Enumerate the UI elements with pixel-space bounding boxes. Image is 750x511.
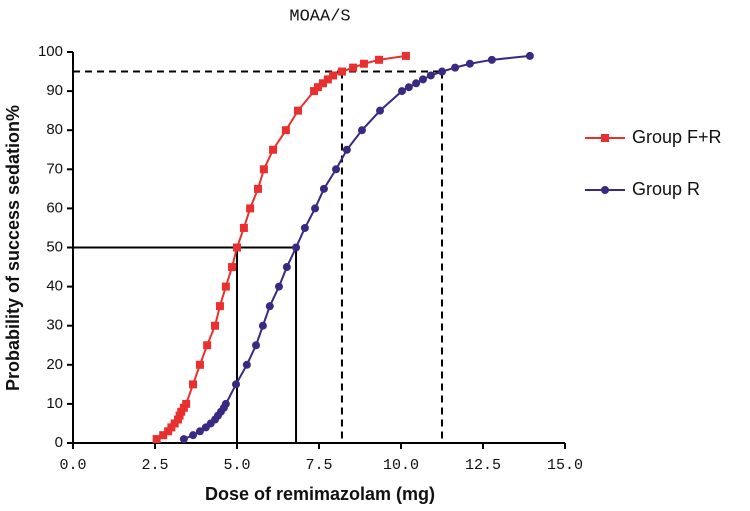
x-tick-label: 0.0 bbox=[59, 457, 86, 474]
marker bbox=[438, 67, 446, 76]
marker bbox=[189, 380, 198, 389]
y-tick-label: 40 bbox=[46, 278, 63, 295]
marker bbox=[426, 71, 435, 80]
marker bbox=[152, 435, 161, 444]
y-tick-label: 100 bbox=[38, 43, 63, 60]
marker bbox=[159, 431, 168, 440]
legend-label: Group F+R bbox=[632, 127, 722, 147]
marker bbox=[195, 427, 204, 436]
marker bbox=[228, 263, 237, 272]
marker bbox=[269, 145, 278, 154]
marker bbox=[359, 59, 368, 68]
marker bbox=[274, 282, 283, 291]
marker bbox=[221, 282, 230, 291]
marker bbox=[292, 243, 301, 252]
y-tick-label: 30 bbox=[46, 317, 63, 334]
marker bbox=[349, 63, 358, 72]
marker bbox=[332, 165, 341, 174]
y-tick-label: 20 bbox=[46, 356, 63, 373]
x-tick-label: 12.5 bbox=[465, 457, 501, 474]
marker bbox=[215, 302, 224, 311]
marker bbox=[418, 75, 427, 84]
marker bbox=[375, 55, 384, 64]
marker bbox=[397, 87, 406, 96]
marker bbox=[282, 263, 291, 272]
marker bbox=[404, 83, 413, 92]
marker bbox=[376, 106, 385, 115]
chart-title: MOAA/S bbox=[289, 7, 350, 26]
x-tick-label: 15.0 bbox=[547, 457, 583, 474]
x-tick-label: 10.0 bbox=[383, 457, 419, 474]
marker bbox=[233, 243, 241, 252]
marker bbox=[300, 223, 309, 232]
marker bbox=[525, 51, 534, 60]
marker bbox=[253, 184, 262, 193]
x-tick-label: 5.0 bbox=[223, 457, 250, 474]
marker bbox=[314, 83, 323, 92]
marker bbox=[329, 71, 338, 80]
marker bbox=[342, 145, 351, 154]
marker bbox=[323, 75, 332, 84]
marker bbox=[259, 165, 268, 174]
x-tick-label: 7.5 bbox=[305, 457, 332, 474]
marker bbox=[232, 380, 241, 389]
marker bbox=[451, 63, 460, 72]
marker bbox=[319, 184, 328, 193]
y-tick-label: 50 bbox=[46, 238, 63, 255]
marker bbox=[211, 321, 220, 330]
y-tick-label: 0 bbox=[55, 434, 63, 451]
y-tick-label: 80 bbox=[46, 121, 63, 138]
y-tick-label: 60 bbox=[46, 199, 63, 216]
y-tick-label: 10 bbox=[46, 395, 63, 412]
marker bbox=[189, 431, 198, 440]
marker bbox=[258, 321, 267, 330]
legend-marker bbox=[601, 134, 609, 142]
marker bbox=[221, 399, 230, 408]
marker bbox=[239, 223, 248, 232]
marker bbox=[195, 360, 204, 369]
marker bbox=[203, 341, 212, 350]
marker bbox=[357, 126, 366, 135]
marker bbox=[337, 67, 346, 76]
y-tick-label: 90 bbox=[46, 82, 63, 99]
marker bbox=[246, 204, 255, 213]
marker bbox=[179, 435, 188, 444]
x-axis-label: Dose of remimazolam (mg) bbox=[205, 484, 435, 504]
x-tick-label: 2.5 bbox=[141, 457, 168, 474]
marker bbox=[311, 204, 320, 213]
marker bbox=[182, 399, 191, 408]
marker bbox=[294, 106, 303, 115]
marker bbox=[281, 126, 290, 135]
marker bbox=[242, 360, 251, 369]
marker bbox=[465, 59, 474, 68]
marker bbox=[252, 341, 261, 350]
legend-marker bbox=[601, 186, 609, 194]
marker bbox=[487, 55, 496, 64]
y-axis-label: Probability of success sedation% bbox=[3, 105, 23, 391]
y-tick-label: 70 bbox=[46, 160, 63, 177]
marker bbox=[265, 302, 274, 311]
marker bbox=[412, 79, 421, 88]
marker bbox=[318, 79, 327, 88]
marker bbox=[401, 51, 410, 60]
legend-label: Group R bbox=[632, 179, 700, 199]
